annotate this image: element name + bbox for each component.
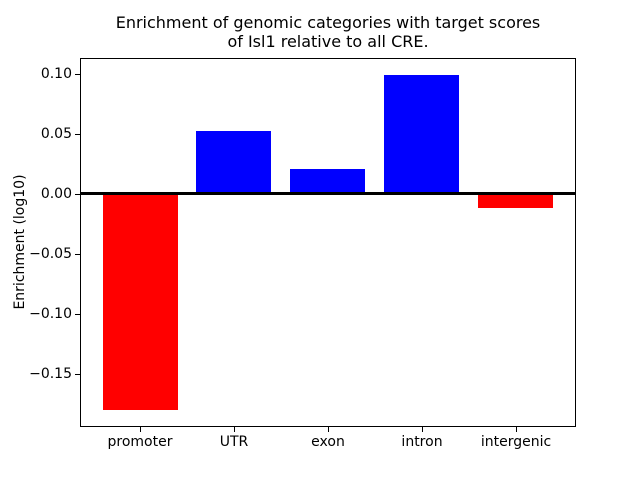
y-tick-mark [75,314,80,315]
y-tick-mark [75,254,80,255]
y-tick-mark [75,74,80,75]
y-tick-mark [75,134,80,135]
x-tick-mark [516,427,517,432]
bar-exon [290,169,365,194]
bar-UTR [196,131,271,194]
chart-title: Enrichment of genomic categories with ta… [80,13,576,51]
chart-title-line1: Enrichment of genomic categories with ta… [115,13,541,32]
x-tick-mark [234,427,235,432]
x-tick-label-exon: exon [311,434,345,450]
x-tick-mark [422,427,423,432]
zero-line [81,192,575,195]
y-tick-label: −0.15 [29,366,72,382]
x-tick-label-promoter: promoter [107,434,173,450]
plot-area [80,58,576,427]
y-tick-label: −0.05 [29,246,72,262]
x-tick-label-intergenic: intergenic [480,434,552,450]
x-tick-label-intron: intron [401,434,443,450]
y-tick-label: 0.10 [40,66,72,82]
chart-title-line2: of Isl1 relative to all CRE. [227,32,429,51]
y-tick-mark [75,374,80,375]
y-tick-label: 0.05 [40,126,72,142]
bar-intron [384,75,459,194]
x-tick-mark [140,427,141,432]
x-tick-mark [328,427,329,432]
bar-promoter [103,194,178,410]
y-tick-label: −0.10 [29,306,72,322]
y-tick-mark [75,194,80,195]
x-tick-label-UTR: UTR [219,434,249,450]
bar-intergenic [478,194,553,208]
y-tick-label: 0.00 [40,186,72,202]
